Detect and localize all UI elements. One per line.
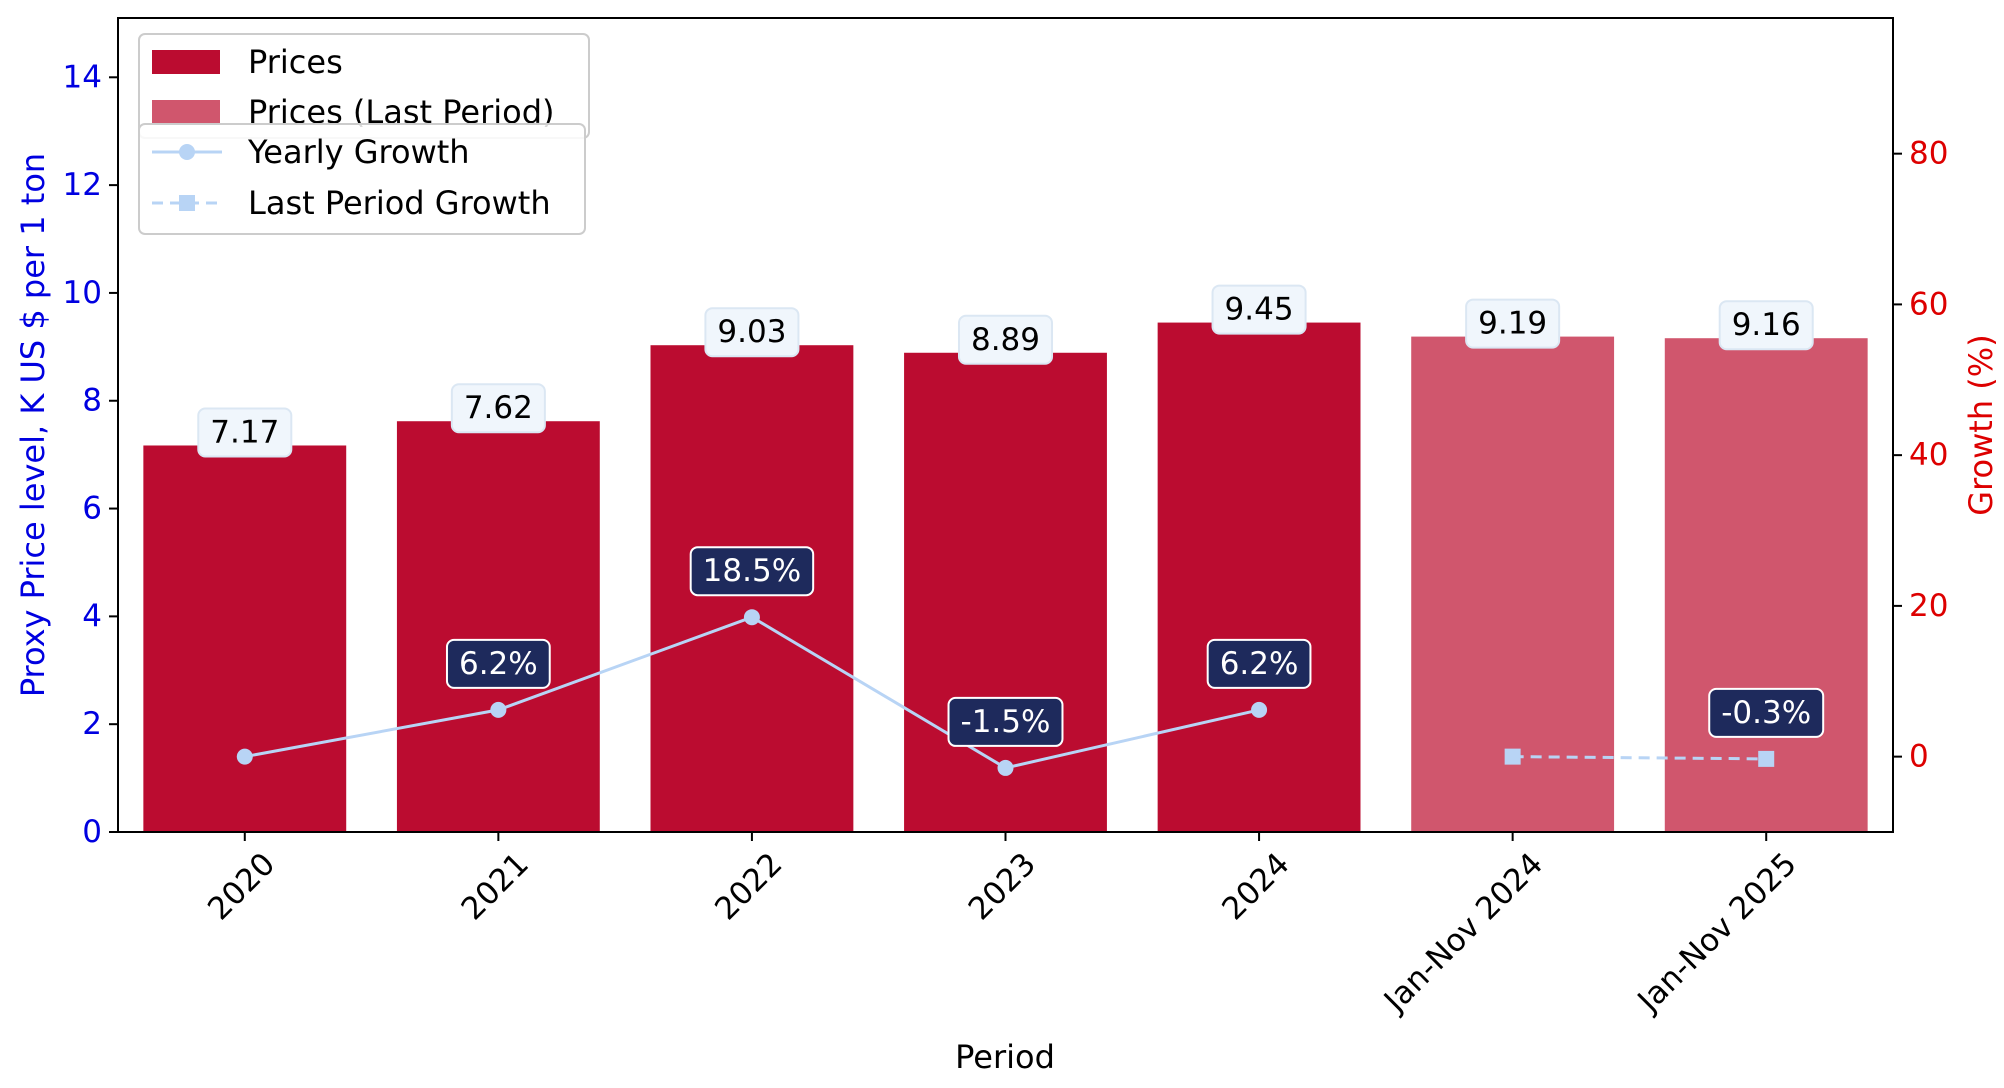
last-period-growth-line [1512,755,1767,761]
growth-value-label-2: 18.5% [703,553,801,589]
left-tick-label: 6 [82,491,102,527]
bar-value-label-2: 9.03 [717,314,786,350]
bar-value-label-2-group: 9.03 [704,307,800,358]
right-tick-label: 20 [1909,588,1948,624]
bar-value-label-5-group: 9.19 [1465,298,1561,349]
x-tick-label: Jan-Nov 2025 [1630,846,1804,1020]
growth-lines-layer [236,609,1775,776]
bars-layer [143,322,1868,832]
bar-jan-nov-2025 [1664,338,1868,832]
x-tick-label: 2021 [455,846,536,927]
x-tick-label: 2023 [962,846,1043,927]
growth-value-label-1-box [445,638,551,689]
growth-marker-2023 [997,759,1014,776]
growth-value-label-1: 6.2% [459,646,538,682]
growth-value-label-4: 6.2% [1220,646,1299,682]
bar-value-label-6-box [1718,300,1814,351]
growth-value-label-6-group: -0.3% [1708,687,1825,738]
bar-value-label-1-group: 7.62 [450,383,546,434]
bar-value-label-4-group: 9.45 [1211,284,1307,335]
growth-value-label-1-group: 6.2% [445,638,551,689]
left-axis-title: Proxy Price level, K US $ per 1 ton [14,153,52,697]
bar-value-label-2-box [704,307,800,358]
left-tick-label: 14 [63,59,102,95]
bar-value-label-0-box [197,407,293,458]
right-tick-label: 80 [1909,136,1948,172]
bar-value-label-4-box [1211,284,1307,335]
x-tick-label: 2024 [1215,846,1296,927]
bar-value-label-3: 8.89 [971,322,1040,358]
bar-value-label-5: 9.19 [1478,306,1547,342]
growth-value-label-3-box [947,696,1064,747]
right-tick-label: 0 [1909,739,1929,775]
left-tick-label: 8 [82,383,102,419]
growth-value-label-6-box [1708,687,1825,738]
bar-2021 [396,421,600,832]
x-tick-label: 2020 [201,846,282,927]
bar-value-label-6: 9.16 [1732,307,1801,343]
legend-label-prices: Prices [248,43,343,81]
growth-value-label-6: -0.3% [1721,695,1811,731]
bar-value-label-4: 9.45 [1225,292,1294,328]
growth-value-label-2-box [689,546,815,597]
right-tick-label: 60 [1909,286,1948,322]
growth-value-label-3-group: -1.5% [947,696,1064,747]
bar-value-label-5-box [1465,298,1561,349]
bar-value-label-1: 7.62 [464,390,533,426]
left-tick-label: 4 [82,598,102,634]
bar-value-label-6-group: 9.16 [1718,300,1814,351]
growth-marker-2020 [236,748,253,765]
growth-marker-jan-nov-2025 [1758,750,1775,767]
value-labels-layer: 7.17 7.62 9.03 8.89 9.45 9.19 9.16 6.2% 18.5% -1.… [197,284,1825,747]
bar-value-label-0: 7.17 [210,414,279,450]
left-tick-label: 0 [82,814,102,850]
legend-swatch-prices-last [152,100,220,124]
legend-marker-last-period [179,195,195,211]
left-tick-label: 2 [82,706,102,742]
left-tick-label: 10 [63,275,102,311]
x-axis-title: Period [955,1038,1055,1076]
x-tick-label: Jan-Nov 2024 [1376,846,1550,1020]
growth-value-label-4-box [1206,638,1312,689]
legend-marker-yearly [179,144,195,160]
legend-label-last-period-growth: Last Period Growth [248,184,551,222]
bar-value-label-1-box [450,383,546,434]
growth-value-label-3: -1.5% [961,704,1051,740]
right-axis-title: Growth (%) [1962,334,2000,515]
legend-swatch-prices [152,50,220,74]
growth-value-label-2-group: 18.5% [689,546,815,597]
growth-value-label-4-group: 6.2% [1206,638,1312,689]
bar-value-label-3-group: 8.89 [957,314,1054,365]
legend-box-lines [138,123,586,235]
bar-2024 [1157,322,1361,832]
growth-marker-2022 [743,609,760,626]
bar-value-label-3-box [957,314,1054,365]
growth-marker-jan-nov-2024 [1504,748,1521,765]
x-tick-label: 2022 [708,846,789,927]
bar-value-label-0-group: 7.17 [197,407,293,458]
legend-label-yearly-growth: Yearly Growth [247,133,470,171]
growth-marker-2021 [490,701,507,718]
left-tick-label: 12 [63,167,102,203]
bar-2020 [143,445,347,832]
growth-marker-2024 [1251,701,1268,718]
right-tick-label: 40 [1909,437,1948,473]
